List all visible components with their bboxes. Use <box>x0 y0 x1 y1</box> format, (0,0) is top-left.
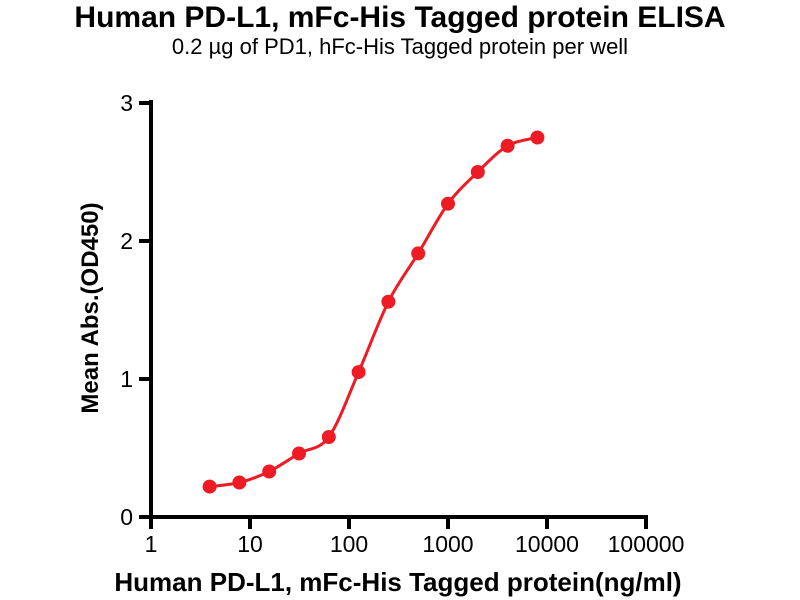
y-tick-label: 2 <box>120 228 133 254</box>
x-tick-label: 10000 <box>515 531 579 557</box>
y-axis-label: Mean Abs.(OD450) <box>77 202 104 413</box>
data-point <box>500 138 515 153</box>
y-tick-label: 0 <box>120 504 133 530</box>
data-point <box>262 464 277 479</box>
y-tick-label: 3 <box>120 90 133 116</box>
data-point <box>530 130 545 145</box>
y-tick-label: 1 <box>120 366 133 392</box>
x-tick-label: 10 <box>237 531 263 557</box>
data-point <box>441 196 455 211</box>
chart-subtitle: 0.2 µg of PD1, hFc-His Tagged protein pe… <box>171 34 629 59</box>
data-point <box>411 246 426 261</box>
data-point <box>202 479 217 494</box>
data-point <box>470 165 485 179</box>
data-point <box>381 294 396 309</box>
x-tick-label: 1 <box>145 531 158 557</box>
data-point <box>351 365 366 380</box>
data-series <box>202 130 545 494</box>
x-axis-label: Human PD-L1, mFc-His Tagged protein(ng/m… <box>114 567 681 597</box>
x-tick-label: 100000 <box>608 531 685 557</box>
fit-curve <box>209 136 538 489</box>
chart-title: Human PD-L1, mFc-His Tagged protein ELIS… <box>74 1 726 34</box>
x-tick-label: 1000 <box>422 531 473 557</box>
x-tick-label: 100 <box>330 531 368 557</box>
data-point <box>321 430 336 444</box>
data-point <box>292 446 306 461</box>
data-point <box>232 475 247 490</box>
